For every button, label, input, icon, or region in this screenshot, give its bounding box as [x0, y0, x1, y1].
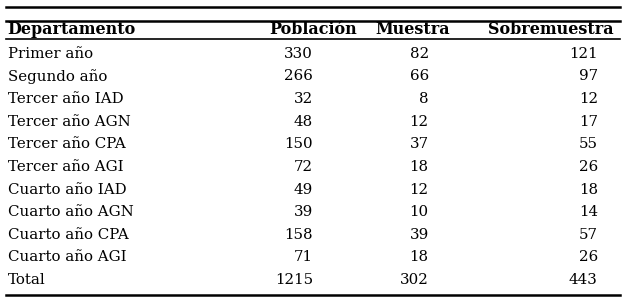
Text: 18: 18: [578, 183, 598, 196]
Text: 32: 32: [294, 92, 313, 106]
Text: 10: 10: [409, 205, 429, 219]
Text: Población: Población: [269, 21, 357, 38]
Text: 39: 39: [294, 205, 313, 219]
Text: 57: 57: [579, 228, 598, 242]
Text: Cuarto año CPA: Cuarto año CPA: [8, 228, 128, 242]
Text: 330: 330: [284, 47, 313, 60]
Text: Cuarto año AGN: Cuarto año AGN: [8, 205, 133, 219]
Text: 97: 97: [578, 69, 598, 83]
Text: 71: 71: [294, 251, 313, 264]
Text: Primer año: Primer año: [8, 47, 93, 60]
Text: 150: 150: [284, 137, 313, 151]
Text: 18: 18: [409, 160, 429, 174]
Text: 443: 443: [569, 273, 598, 287]
Text: 12: 12: [409, 183, 429, 196]
Text: 17: 17: [579, 115, 598, 128]
Text: 49: 49: [294, 183, 313, 196]
Text: 14: 14: [578, 205, 598, 219]
Text: Departamento: Departamento: [8, 21, 136, 38]
Text: 8: 8: [419, 92, 429, 106]
Text: 72: 72: [294, 160, 313, 174]
Text: 121: 121: [569, 47, 598, 60]
Text: Segundo año: Segundo año: [8, 69, 107, 84]
Text: 302: 302: [400, 273, 429, 287]
Text: 18: 18: [409, 251, 429, 264]
Text: 48: 48: [294, 115, 313, 128]
Text: Muestra: Muestra: [376, 21, 451, 38]
Text: Sobremuestra: Sobremuestra: [488, 21, 613, 38]
Text: 26: 26: [578, 251, 598, 264]
Text: 12: 12: [578, 92, 598, 106]
Text: 158: 158: [284, 228, 313, 242]
Text: 26: 26: [578, 160, 598, 174]
Text: 66: 66: [409, 69, 429, 83]
Text: Cuarto año IAD: Cuarto año IAD: [8, 183, 126, 196]
Text: Tercer año CPA: Tercer año CPA: [8, 137, 125, 151]
Text: 39: 39: [409, 228, 429, 242]
Text: Total: Total: [8, 273, 45, 287]
Text: 82: 82: [409, 47, 429, 60]
Text: Tercer año IAD: Tercer año IAD: [8, 92, 123, 106]
Text: Tercer año AGI: Tercer año AGI: [8, 160, 123, 174]
Text: Cuarto año AGI: Cuarto año AGI: [8, 251, 126, 264]
Text: 266: 266: [284, 69, 313, 83]
Text: 1215: 1215: [275, 273, 313, 287]
Text: 37: 37: [409, 137, 429, 151]
Text: 12: 12: [409, 115, 429, 128]
Text: 55: 55: [579, 137, 598, 151]
Text: Tercer año AGN: Tercer año AGN: [8, 115, 130, 128]
